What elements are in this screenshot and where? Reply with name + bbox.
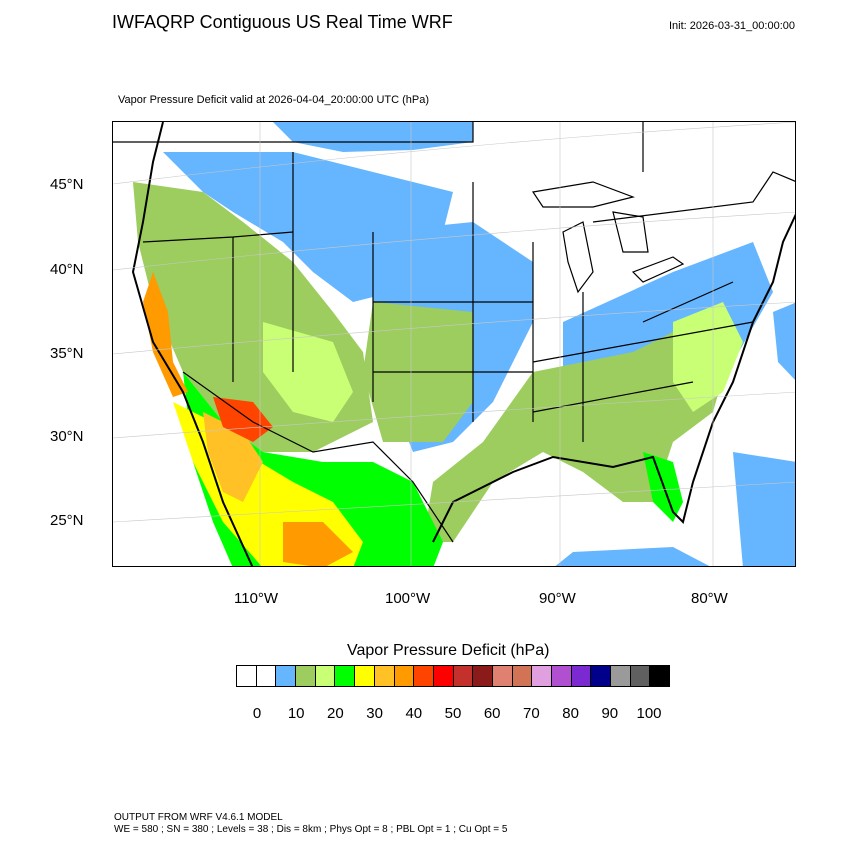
lat-label-30: 30°N: [50, 428, 84, 445]
footer-line-2: WE = 580 ; SN = 380 ; Levels = 38 ; Dis …: [114, 824, 508, 835]
canada-moist-region: [273, 122, 473, 152]
colorbar-label-60: 60: [483, 705, 501, 722]
lat-label-25: 25°N: [50, 512, 84, 529]
political-borders: [113, 122, 795, 543]
init-time: Init: 2026-03-31_00:00:00: [669, 20, 795, 32]
colorbar-swatch-15: [531, 665, 552, 687]
lon-label-90: 90°W: [539, 590, 576, 607]
lat-label-35: 35°N: [50, 345, 84, 362]
colorbar-swatch-4: [314, 665, 336, 687]
colorbar-swatch-3: [295, 665, 316, 687]
colorbar-label-10: 10: [287, 705, 305, 722]
colorbar-swatch-9: [413, 665, 434, 687]
sonoran-orange: [203, 412, 263, 502]
mexico-orange: [283, 522, 353, 566]
map-canvas: [113, 122, 795, 566]
lon-label-100: 100°W: [385, 590, 431, 607]
colorbar-swatch-18: [590, 665, 612, 687]
colorbar-swatch-1: [255, 665, 277, 687]
colorbar-label-40: 40: [405, 705, 423, 722]
colorbar-label-0: 0: [252, 705, 262, 722]
southwest-light-green: [263, 322, 353, 422]
colorbar-swatch-19: [610, 665, 631, 687]
colorbar-label-100: 100: [636, 705, 662, 722]
lake-erie: [631, 256, 685, 283]
lat-label-45: 45°N: [50, 176, 84, 193]
map-panel: [112, 121, 796, 567]
colorbar-title: Vapor Pressure Deficit (hPa): [347, 642, 550, 659]
lat-label-40: 40°N: [50, 261, 84, 278]
low-desert-red: [213, 397, 273, 442]
colorbar-label-80: 80: [562, 705, 579, 722]
map-title: IWFAQRP Contiguous US Real Time WRF: [112, 12, 453, 32]
colorbar-swatch-16: [551, 665, 572, 687]
colorbar-label-70: 70: [523, 705, 540, 722]
lake-michigan: [562, 221, 594, 294]
map-subtitle: Vapor Pressure Deficit valid at 2026-04-…: [118, 94, 430, 106]
lon-label-80: 80°W: [691, 590, 728, 607]
colorbar-swatch-14: [511, 665, 533, 687]
colorbar-swatch-0: [236, 665, 257, 687]
california-orange: [143, 272, 188, 397]
gulf-atlantic-coastline: [432, 213, 795, 543]
colorbar-swatch-8: [393, 665, 415, 687]
colorbar-label-30: 30: [366, 705, 383, 722]
colorbar-swatch-12: [472, 665, 493, 687]
lon-label-110: 110°W: [234, 590, 279, 607]
carolinas-light-green: [673, 302, 743, 412]
offshore-moist-region: [773, 302, 795, 380]
colorbar-swatch-17: [570, 665, 592, 687]
colorbar-swatch-13: [491, 665, 513, 687]
colorbar-swatch-7: [373, 665, 395, 687]
colorbar-swatch-2: [275, 665, 297, 687]
model-footer: OUTPUT FROM WRF V4.6.1 MODEL WE = 580 ; …: [114, 812, 507, 836]
colorbar-swatch-21: [649, 665, 671, 687]
colorbar-swatch-20: [629, 665, 651, 687]
colorbar-swatch-5: [334, 665, 356, 687]
atlantic-moist-region: [733, 452, 795, 566]
colorbar-label-20: 20: [327, 705, 344, 722]
colorbar-swatch-6: [354, 665, 375, 687]
colorbar: [236, 665, 671, 687]
colorbar-label-90: 90: [601, 705, 619, 722]
lake-superior: [531, 181, 636, 208]
colorbar-label-50: 50: [444, 705, 462, 722]
footer-line-1: OUTPUT FROM WRF V4.6.1 MODEL: [114, 812, 283, 823]
graticule: [113, 122, 795, 566]
gulf-moist-region: [555, 547, 710, 566]
colorbar-swatch-10: [432, 665, 454, 687]
pacific-coastline: [131, 122, 254, 566]
colorbar-swatch-11: [452, 665, 474, 687]
